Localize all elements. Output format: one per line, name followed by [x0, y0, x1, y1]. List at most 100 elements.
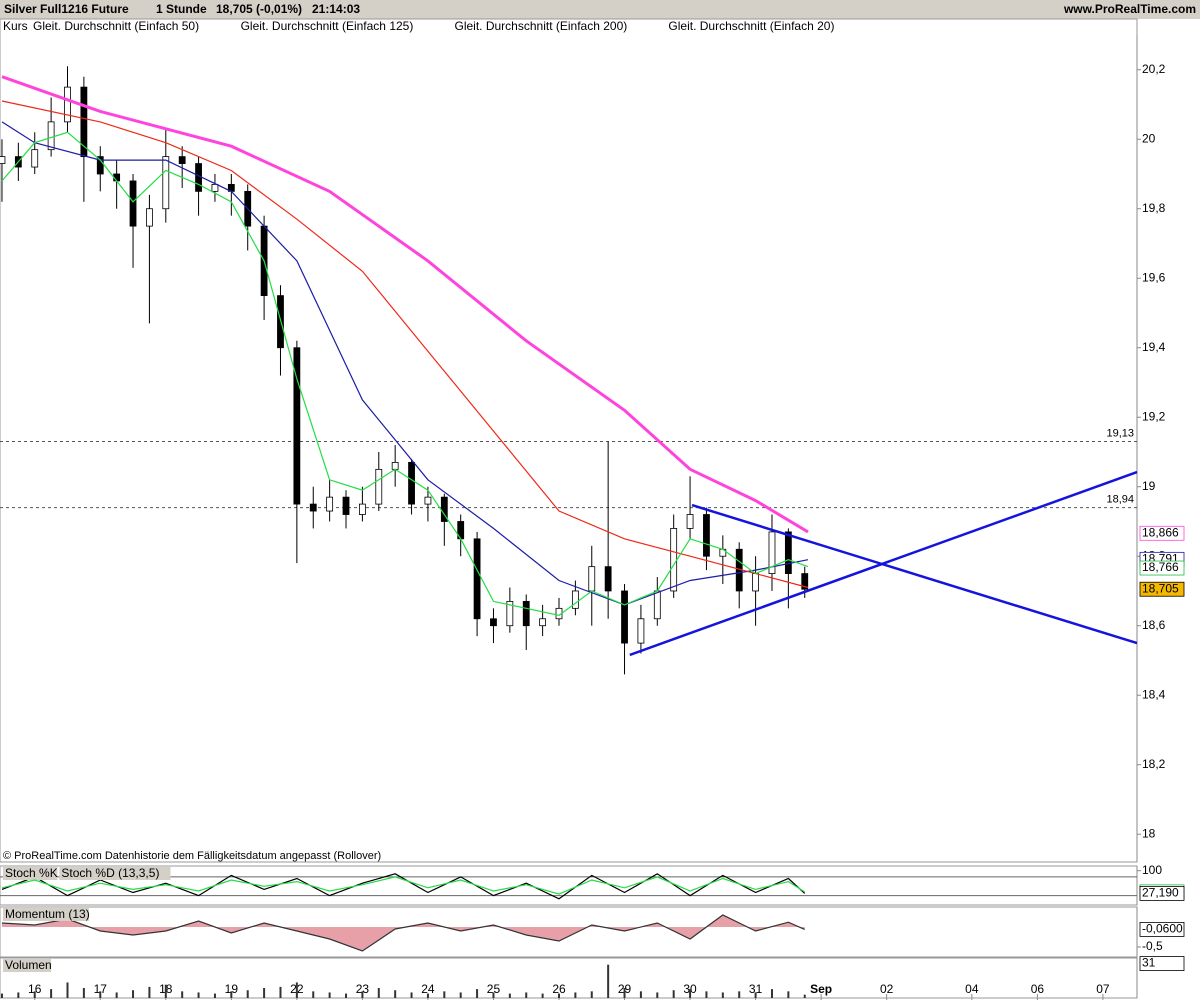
x-tick-label: 23 — [356, 982, 370, 996]
candle-body — [522, 600, 530, 627]
candle-body — [64, 86, 71, 123]
volume-bar — [181, 991, 184, 998]
candle-body — [604, 566, 612, 592]
volume-bar — [557, 993, 560, 998]
price-badge-label: 31 — [1142, 956, 1156, 970]
candle-body — [0, 156, 6, 164]
candle-body — [293, 347, 301, 505]
price-badge — [1139, 922, 1185, 937]
y-tick-label: 20,2 — [1142, 62, 1166, 76]
interval: 1 Stunde — [156, 2, 207, 16]
volume-bar — [541, 993, 544, 998]
volume-bar — [410, 992, 413, 998]
panel-label: Stoch %D (13,3,5) — [61, 866, 159, 880]
legend-entry: Gleit. Durchschnitt (Einfach 50) — [33, 19, 199, 33]
price-badge-label: -0,0600 — [1142, 922, 1183, 936]
volume-bar — [508, 993, 511, 998]
moving-average — [1, 75, 809, 534]
volume-bar — [426, 993, 429, 998]
candle-body — [539, 618, 547, 627]
volume-bar — [246, 990, 249, 998]
y-tick-label: 19,6 — [1142, 270, 1166, 284]
candle-body — [178, 156, 186, 164]
volume-bar — [459, 992, 462, 998]
legend-entry: Gleit. Durchschnitt (Einfach 125) — [241, 19, 414, 33]
legend-entry: Gleit. Durchschnitt (Einfach 20) — [668, 19, 834, 33]
candle-body — [653, 590, 661, 620]
candle-body — [80, 86, 88, 158]
price-badge-label: 18,705 — [1142, 581, 1179, 595]
candle-body — [326, 496, 334, 512]
candle-body — [621, 590, 628, 644]
candle-body — [195, 163, 202, 192]
x-tick-label: 26 — [552, 982, 566, 996]
candle-body — [768, 531, 776, 574]
x-tick-label: Sep — [810, 982, 832, 996]
candle-body — [571, 590, 579, 609]
candle-body — [342, 496, 350, 515]
y-tick-label: 19 — [1142, 479, 1156, 493]
level-label: 19,13 — [1106, 427, 1134, 439]
volume-bar — [443, 991, 446, 998]
panel-label-bg — [59, 867, 171, 880]
y-tick-label: 19,2 — [1142, 409, 1166, 423]
x-tick-label: 06 — [1031, 982, 1045, 996]
volume-bar — [17, 992, 20, 998]
trend-line — [691, 503, 1138, 645]
volume-bar — [99, 991, 102, 998]
candle-body — [309, 503, 317, 512]
panel-label-bg — [3, 867, 58, 880]
volume-bar — [492, 992, 495, 998]
price-badge — [1139, 956, 1185, 971]
y-tick-label: 19,4 — [1142, 340, 1166, 354]
x-tick-label: 16 — [28, 982, 42, 996]
volume-bar — [803, 994, 806, 998]
volume-bar — [164, 984, 167, 998]
oscillator-line — [1, 876, 806, 895]
candle-body — [146, 208, 153, 227]
instrument-title: Silver Full1216 Future — [4, 2, 129, 16]
y-tick-label: 18,6 — [1142, 618, 1166, 632]
candle-body — [211, 184, 219, 192]
legend-entry: Kurs — [3, 19, 28, 33]
candle-body — [391, 461, 399, 470]
oscillator-line — [1, 873, 806, 900]
price-badge-label: 18,866 — [1142, 525, 1179, 539]
volume-bar — [639, 991, 642, 998]
x-tick-label: 25 — [487, 982, 501, 996]
footnote: © ProRealTime.com Datenhistorie dem Fäll… — [3, 850, 381, 862]
price-badge — [1139, 525, 1185, 541]
volume-bar — [754, 992, 757, 998]
momentum-area — [1, 915, 805, 951]
volume-bar — [656, 992, 659, 998]
candle-body — [424, 496, 432, 505]
volume-bar — [295, 982, 298, 998]
volume-bar — [50, 989, 53, 998]
volume-bar — [787, 991, 790, 998]
site: www.ProRealTime.com — [1063, 2, 1196, 16]
volume-bar — [0, 993, 3, 998]
volume-bar — [33, 991, 36, 998]
y-tick-label: 100 — [1142, 863, 1162, 877]
volume-bar — [82, 988, 85, 998]
trend-line — [629, 470, 1138, 657]
legend-entry: Gleit. Durchschnitt (Einfach 200) — [455, 19, 628, 33]
x-tick-label: 31 — [749, 982, 763, 996]
time: 21:14:03 — [312, 2, 360, 16]
volume-bar — [705, 991, 708, 998]
x-tick-label: 19 — [225, 982, 239, 996]
volume-bar — [738, 991, 741, 998]
candle-body — [506, 600, 514, 627]
volume-bar — [213, 993, 216, 998]
candle-body — [637, 618, 645, 644]
candle-body — [686, 514, 694, 529]
candle-body — [490, 618, 497, 627]
candle-body — [162, 156, 170, 210]
volume-bar — [328, 992, 331, 998]
candle-body — [588, 566, 596, 592]
moving-average — [1, 131, 809, 616]
y-tick-label: -0,5 — [1142, 939, 1163, 953]
y-tick-label: 18,2 — [1142, 757, 1166, 771]
volume-bar — [263, 988, 266, 998]
candle-body — [670, 528, 678, 592]
